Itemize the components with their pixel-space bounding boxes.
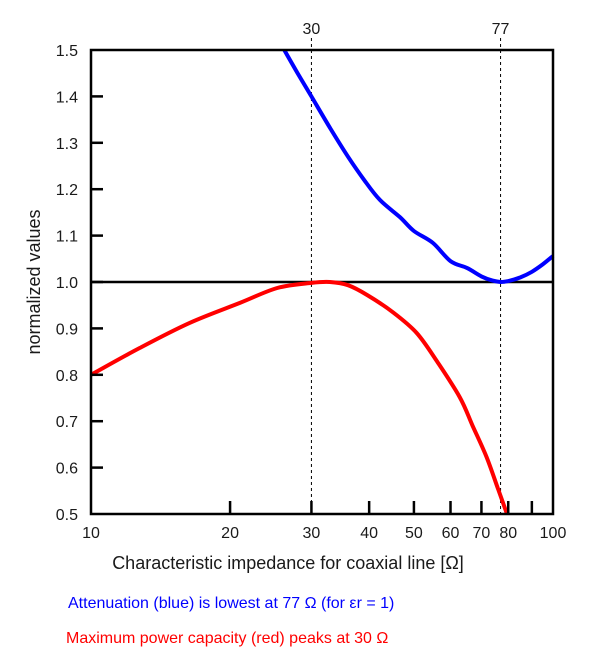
x-tick-label-50: 50 — [405, 525, 423, 542]
x-tick-label-40: 40 — [360, 525, 378, 542]
x-axis-title: Characteristic impedance for coaxial lin… — [112, 553, 464, 573]
x-tick-label-80: 80 — [499, 525, 517, 542]
y-axis: 0.5 0.6 0.7 0.8 0.9 1.0 1.1 1.2 1.3 1.4 1.5 — [56, 43, 103, 524]
series-line-attenuation — [282, 49, 555, 285]
y-axis-title: normalized values — [24, 209, 44, 354]
y-tick-label-0.6: 0.6 — [56, 461, 78, 478]
marker-label-30: 30 — [303, 21, 321, 38]
power-capacity-note: Maximum power capacity (red) peaks at 30… — [66, 630, 389, 647]
x-tick-label-10: 10 — [82, 525, 100, 542]
marker-lines: 30 77 — [303, 21, 510, 514]
x-axis: 10 20 30 40 50 60 70 80 100 — [82, 501, 566, 542]
y-tick-label-0.8: 0.8 — [56, 368, 78, 385]
x-tick-label-70: 70 — [473, 525, 491, 542]
y-tick-label-1.0: 1.0 — [56, 275, 78, 292]
y-tick-label-1.1: 1.1 — [56, 229, 78, 246]
x-tick-label-100: 100 — [540, 525, 567, 542]
y-tick-label-1.4: 1.4 — [56, 89, 78, 106]
x-tick-label-60: 60 — [442, 525, 460, 542]
series-layer — [90, 49, 555, 515]
y-tick-label-0.9: 0.9 — [56, 321, 78, 338]
y-tick-label-1.3: 1.3 — [56, 136, 78, 153]
y-tick-label-0.5: 0.5 — [56, 507, 78, 524]
y-tick-label-1.2: 1.2 — [56, 182, 78, 199]
x-tick-label-30: 30 — [303, 525, 321, 542]
marker-label-77: 77 — [492, 21, 510, 38]
y-tick-label-1.5: 1.5 — [56, 43, 78, 60]
y-tick-label-0.7: 0.7 — [56, 414, 78, 431]
x-tick-label-20: 20 — [221, 525, 239, 542]
attenuation-note: Attenuation (blue) is lowest at 77 Ω (fo… — [68, 595, 395, 612]
series-line-maximum-power-capacity — [90, 279, 509, 515]
